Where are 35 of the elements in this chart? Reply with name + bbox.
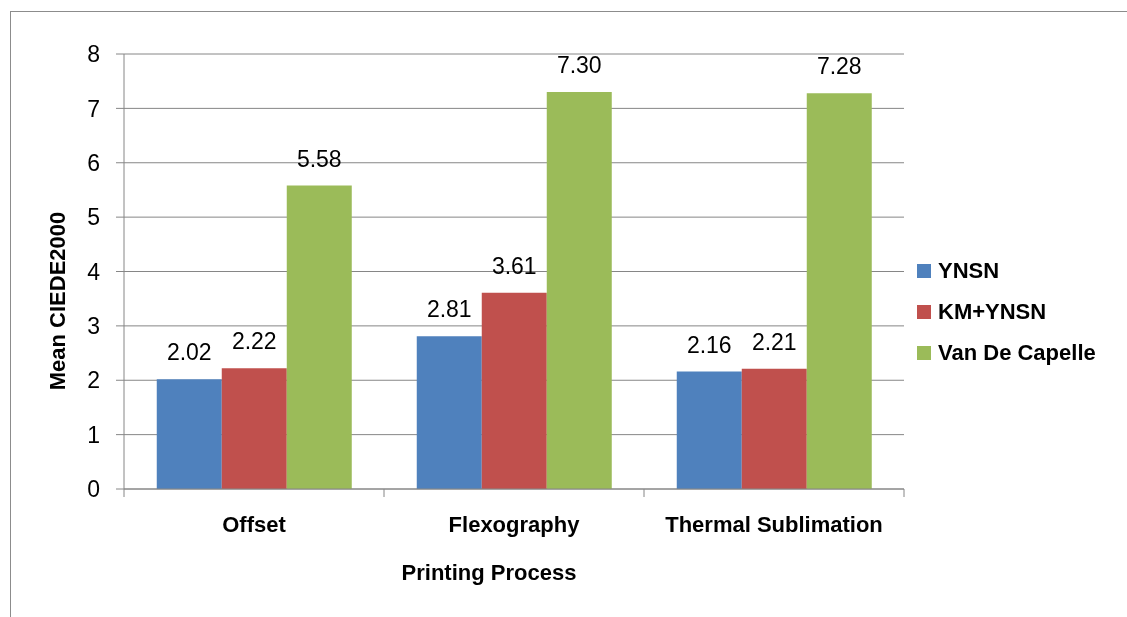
bar (416, 336, 482, 489)
data-label: 2.16 (686, 331, 732, 358)
bar (741, 368, 807, 489)
bar (546, 92, 612, 489)
x-tick-label: Thermal Sublimation (665, 512, 883, 537)
y-tick-label: 8 (87, 41, 100, 68)
bar (286, 185, 352, 489)
x-tick-label: Offset (222, 512, 287, 537)
data-label: 2.21 (751, 328, 797, 355)
legend-label: YNSN (938, 258, 1000, 283)
y-tick-label: 4 (87, 258, 101, 285)
data-label: 5.58 (296, 145, 342, 172)
legend-label: KM+YNSN (938, 299, 1047, 324)
data-label: 2.22 (231, 328, 277, 355)
bar (806, 93, 872, 489)
x-axis-title: Printing Process (401, 560, 577, 585)
data-label: 2.81 (426, 296, 472, 323)
y-axis-title: Mean CIEDE2000 (44, 211, 70, 391)
y-tick-label: 0 (87, 476, 100, 503)
bar (481, 292, 547, 489)
y-tick-label: 3 (87, 313, 100, 340)
x-tick-label: Flexography (448, 512, 581, 537)
data-label: 7.28 (816, 53, 862, 80)
y-tick-label: 6 (87, 149, 100, 176)
y-tick-label: 7 (87, 95, 100, 122)
bar (676, 371, 742, 489)
data-label: 7.30 (556, 52, 602, 79)
bar (156, 379, 222, 489)
y-tick-label: 2 (87, 367, 100, 394)
legend-label: Van De Capelle (938, 340, 1096, 365)
y-tick-label: 1 (87, 421, 100, 448)
data-label: 2.02 (166, 339, 212, 366)
data-label: 3.61 (491, 252, 537, 279)
bar (221, 368, 287, 489)
y-tick-label: 5 (87, 204, 100, 231)
